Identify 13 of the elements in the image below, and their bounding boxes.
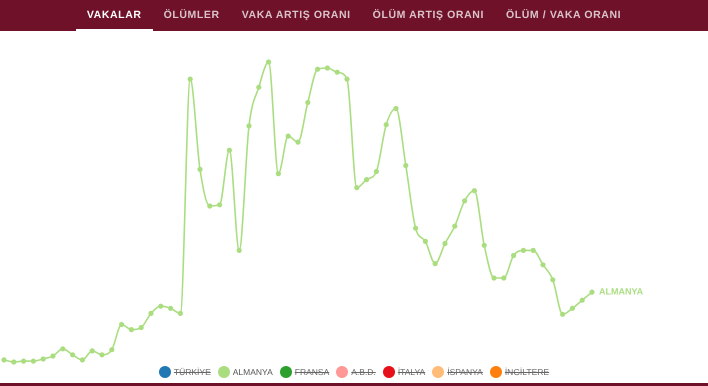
text: ÖLÜMLER <box>162 8 221 23</box>
legend-label: ALMANYA <box>232 367 273 377</box>
text: ÖLÜM ARTIŞ ORANI <box>372 8 485 23</box>
legend-label: İSPANYA <box>447 367 483 377</box>
legend-label: TÜRKİYE <box>174 367 211 377</box>
legend-label: İNGİLTERE <box>504 367 550 377</box>
legend-label: A.B.D. <box>351 367 376 377</box>
legend-label: İTALYA <box>398 367 426 377</box>
legend-label: FRANSA <box>294 367 330 377</box>
text: ALMANYA <box>599 286 644 297</box>
text: ÖLÜM / VAKA ORANI <box>504 8 622 23</box>
text: VAKA ARTIŞ ORANI <box>240 8 352 23</box>
text: VAKALAR <box>76 0 153 31</box>
